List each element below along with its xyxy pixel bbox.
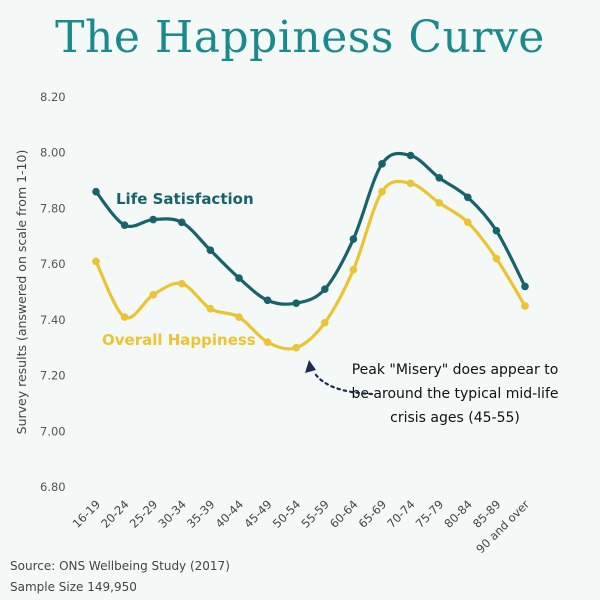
y-tick-label: 7.20 — [40, 369, 66, 383]
data-point-overall-happiness — [206, 304, 215, 313]
data-point-life-satisfaction — [149, 215, 157, 224]
x-tick-label: 40-44 — [213, 497, 247, 531]
data-point-overall-happiness — [464, 218, 472, 227]
series-lines — [94, 151, 527, 351]
data-point-life-satisfaction — [178, 218, 186, 227]
y-tick-label: 7.00 — [40, 424, 66, 438]
annotation: Peak "Misery" does appear to be around t… — [305, 360, 559, 426]
x-tick-label: 60-64 — [327, 497, 361, 531]
data-point-overall-happiness — [120, 313, 129, 321]
x-tick-label: 30-34 — [155, 497, 189, 531]
annotation-arrowhead — [305, 360, 316, 373]
data-point-life-satisfaction — [492, 226, 501, 235]
data-point-overall-happiness — [149, 290, 157, 299]
annotation-arrow — [312, 370, 374, 396]
y-tick-label: 7.80 — [40, 201, 66, 215]
data-point-overall-happiness — [292, 343, 301, 352]
annotation-line-3: crisis ages (45-55) — [390, 410, 520, 426]
data-point-overall-happiness — [521, 302, 529, 310]
series-label-overall-happiness: Overall Happiness — [102, 331, 256, 349]
data-point-life-satisfaction — [292, 299, 301, 307]
annotation-line-1: Peak "Misery" does appear to — [352, 362, 559, 378]
data-point-life-satisfaction — [349, 235, 358, 243]
data-point-life-satisfaction — [435, 173, 444, 182]
data-point-overall-happiness — [321, 318, 329, 327]
y-tick-label: 8.20 — [40, 90, 66, 104]
data-point-life-satisfaction — [464, 193, 472, 202]
series-line-life-satisfaction — [94, 151, 527, 306]
x-tick-label: 70-74 — [384, 497, 418, 531]
y-axis-ticks: 8.20 8.00 7.80 7.60 7.40 7.20 7.00 6.80 — [40, 90, 66, 494]
data-point-life-satisfaction — [378, 160, 386, 168]
data-point-overall-happiness — [349, 265, 358, 274]
data-point-overall-happiness — [378, 187, 386, 196]
data-point-life-satisfaction — [521, 282, 529, 291]
data-point-life-satisfaction — [235, 274, 243, 282]
chart-title: The Happiness Curve — [55, 12, 545, 63]
data-point-life-satisfaction — [321, 285, 329, 294]
x-axis-ticks: 16-1920-2425-2930-3435-3940-4445-4950-54… — [70, 497, 533, 556]
footer-sample-size: Sample Size 149,950 — [10, 580, 137, 594]
data-point-overall-happiness — [492, 254, 501, 263]
y-tick-label: 8.00 — [40, 146, 66, 160]
data-point-life-satisfaction — [92, 187, 100, 196]
y-tick-label: 7.60 — [40, 257, 66, 271]
data-point-life-satisfaction — [406, 151, 415, 160]
x-tick-label: 25-29 — [127, 497, 161, 531]
x-tick-label: 80-84 — [441, 497, 475, 531]
series-line-overall-happiness — [94, 179, 527, 351]
data-point-life-satisfaction — [120, 221, 129, 229]
series-label-life-satisfaction: Life Satisfaction — [116, 190, 254, 208]
series-points — [92, 151, 529, 352]
x-tick-label: 55-59 — [298, 497, 332, 531]
x-tick-label: 45-49 — [241, 497, 275, 531]
x-tick-label: 20-24 — [98, 497, 132, 531]
data-point-overall-happiness — [435, 199, 444, 207]
data-point-overall-happiness — [92, 257, 100, 266]
data-point-life-satisfaction — [263, 296, 272, 305]
x-tick-label: 65-69 — [356, 497, 390, 531]
annotation-line-2: be around the typical mid-life — [351, 386, 558, 402]
y-tick-label: 6.80 — [40, 480, 66, 494]
data-point-life-satisfaction — [206, 246, 215, 255]
data-point-overall-happiness — [263, 338, 272, 346]
x-tick-label: 75-79 — [413, 497, 447, 531]
x-tick-label: 50-54 — [270, 497, 304, 531]
y-axis-label: Survey results (answered on scale from 1… — [14, 150, 29, 435]
x-tick-label: 35-39 — [184, 497, 218, 531]
data-point-overall-happiness — [178, 279, 186, 288]
data-point-overall-happiness — [406, 179, 415, 188]
data-point-overall-happiness — [235, 313, 243, 321]
x-tick-label: 16-19 — [70, 497, 104, 531]
footer-source: Source: ONS Wellbeing Study (2017) — [10, 559, 230, 573]
y-tick-label: 7.40 — [40, 313, 66, 327]
